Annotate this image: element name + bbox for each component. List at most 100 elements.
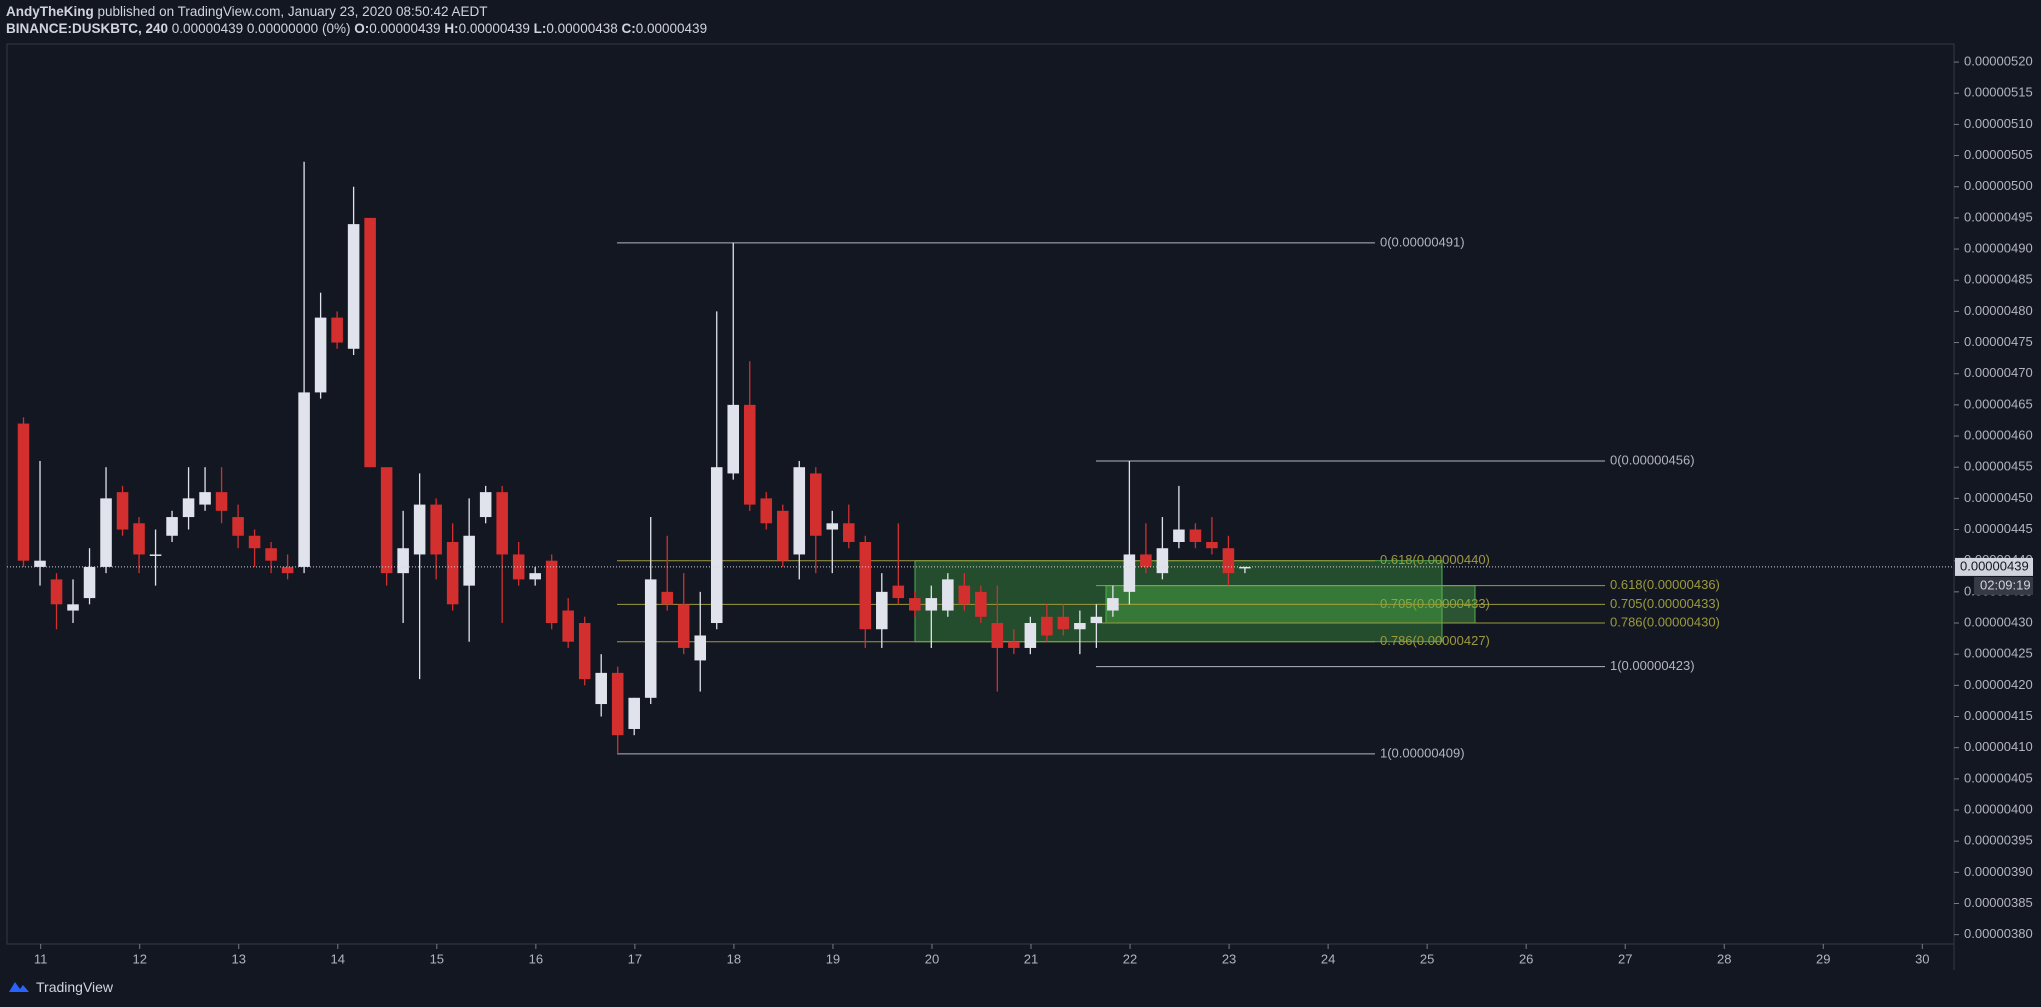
candle-body: [116, 492, 129, 530]
candle-body: [67, 604, 79, 611]
fib-label: 1(0.00000409): [1380, 745, 1465, 760]
candle-body: [149, 554, 162, 556]
y-tick-label: 0.00000485: [1964, 272, 2033, 287]
candle-body: [512, 554, 525, 580]
y-tick-label: 0.00000500: [1964, 178, 2033, 193]
candle-body: [34, 560, 46, 567]
x-tick-label: 13: [232, 951, 246, 966]
candle-body: [727, 404, 740, 474]
candle-body: [892, 585, 905, 599]
logo: [9, 982, 29, 992]
candle-body: [545, 560, 558, 624]
candle-body: [1156, 548, 1169, 574]
candle-body: [925, 598, 938, 611]
candle-body: [776, 510, 789, 561]
candle-body: [1173, 529, 1185, 542]
candle-body: [710, 467, 723, 624]
candle-body: [479, 492, 492, 518]
x-tick-label: 21: [1024, 951, 1038, 966]
y-tick-label: 0.00000505: [1964, 147, 2033, 162]
quote: 0.00000439 0.00000000 (0%): [171, 21, 351, 36]
candle-body: [397, 548, 409, 574]
candle-body: [843, 523, 855, 542]
y-tick-label: 0.00000430: [1964, 614, 2033, 629]
y-tick-label: 0.00000400: [1964, 801, 2033, 816]
candle-body: [215, 492, 228, 511]
y-tick-label: 0.00000410: [1964, 739, 2033, 754]
y-tick-label: 0.00000395: [1964, 833, 2033, 848]
candle-body: [1107, 598, 1119, 611]
fib-label: 0.705(0.00000433): [1610, 596, 1720, 611]
candle-body: [413, 504, 426, 555]
x-tick-label: 26: [1519, 951, 1533, 966]
header-line: AndyTheKing published on TradingView.com…: [6, 3, 707, 20]
y-tick-label: 0.00000475: [1964, 334, 2033, 349]
candle-body: [562, 610, 574, 642]
candle-body: [331, 317, 343, 343]
x-tick-label: 27: [1618, 951, 1632, 966]
brand[interactable]: TradingView: [36, 979, 114, 995]
candle-body: [958, 585, 971, 605]
x-tick-label: 17: [628, 951, 642, 966]
candle-body: [298, 392, 310, 567]
x-tick-label: 23: [1222, 951, 1236, 966]
candle-body: [248, 535, 261, 549]
ohlc-value: 0.00000439: [635, 21, 708, 36]
y-tick-label: 0.00000490: [1964, 240, 2033, 255]
y-tick-label: 0.00000405: [1964, 770, 2033, 785]
fib-label: 1(0.00000423): [1610, 658, 1695, 673]
candle-body: [694, 635, 707, 661]
candle-body: [628, 697, 640, 729]
candle-body: [644, 579, 657, 698]
ohlc-value: 0.00000439: [369, 21, 441, 36]
candle-body: [1024, 623, 1037, 648]
candle-body: [1206, 541, 1218, 549]
x-tick-label: 15: [430, 951, 444, 966]
candle-body: [496, 492, 508, 555]
candle-body: [1090, 616, 1103, 624]
x-tick-label: 29: [1816, 951, 1830, 966]
y-tick-label: 0.00000415: [1964, 708, 2033, 723]
fib-label: 0(0.00000491): [1380, 234, 1465, 249]
y-tick-label: 0.00000520: [1964, 54, 2033, 69]
candle-body: [975, 591, 987, 617]
countdown: 02:09:19: [1980, 577, 2031, 592]
candle-body: [446, 541, 459, 605]
y-tick-label: 0.00000450: [1964, 490, 2033, 505]
fib-label: 0.618(0.00000440): [1380, 552, 1490, 567]
candle-body: [1008, 641, 1020, 648]
y-tick-label: 0.00000465: [1964, 396, 2033, 411]
candle-body: [743, 404, 756, 505]
y-tick-label: 0.00000460: [1964, 427, 2033, 442]
candle-body: [760, 498, 773, 524]
candle-body: [793, 467, 806, 555]
author[interactable]: AndyTheKing: [6, 4, 94, 19]
y-tick-label: 0.00000385: [1964, 895, 2033, 910]
candle-body: [364, 217, 376, 468]
header-line: BINANCE:DUSKBTC, 240 0.00000439 0.000000…: [6, 20, 707, 37]
candle-body: [859, 541, 872, 630]
candle-body: [166, 517, 178, 536]
y-tick-label: 0.00000445: [1964, 521, 2033, 536]
symbol[interactable]: BINANCE:DUSKBTC, 240: [6, 21, 169, 36]
candle-body: [1189, 529, 1202, 542]
candle-body: [380, 467, 393, 574]
candle-body: [578, 623, 591, 680]
x-tick-label: 16: [529, 951, 543, 966]
ohlc-key: O:: [354, 21, 370, 36]
header: AndyTheKing published on TradingView.com…: [6, 3, 707, 37]
candle-body: [232, 517, 244, 536]
candle-body: [1057, 616, 1070, 630]
x-tick-label: 18: [727, 951, 741, 966]
candle-body: [611, 672, 624, 736]
candle-body: [347, 224, 360, 349]
ohlc-key: C:: [621, 21, 636, 36]
ohlc-value: 0.00000439: [458, 21, 530, 36]
x-tick-label: 25: [1420, 951, 1434, 966]
fib-label: 0(0.00000456): [1610, 452, 1695, 467]
candle-body: [50, 579, 63, 605]
fib-label: 0.705(0.00000433): [1380, 596, 1490, 611]
candle-body: [1041, 616, 1053, 636]
y-tick-label: 0.00000420: [1964, 677, 2033, 692]
